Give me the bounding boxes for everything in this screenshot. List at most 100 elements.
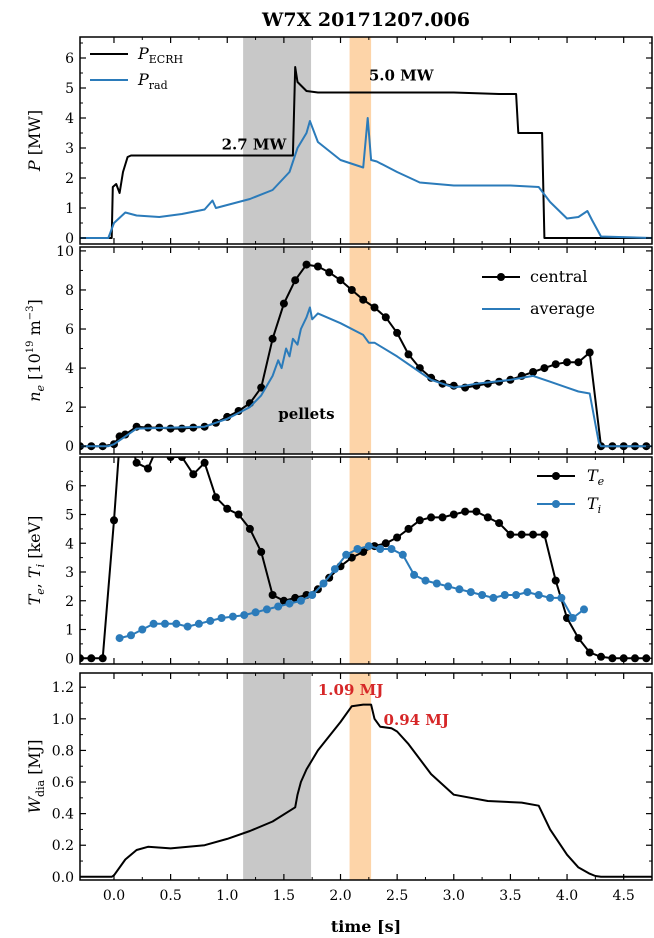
- data-point: [177, 457, 186, 461]
- data-point: [540, 364, 549, 373]
- axes-frame: [79, 672, 653, 881]
- y-axis-label: ne [1019 m−3]: [25, 299, 47, 402]
- data-point: [483, 513, 492, 522]
- annotation: 5.0 MW: [369, 67, 435, 85]
- y-tick-label: 6: [65, 479, 74, 495]
- data-point: [376, 545, 385, 553]
- y-tick-label: 0: [65, 439, 74, 455]
- data-point: [138, 625, 147, 634]
- data-point: [262, 605, 271, 614]
- figure-title: W7X 20171207.006: [261, 9, 470, 31]
- data-point: [421, 576, 430, 585]
- data-point: [211, 493, 220, 502]
- data-point: [302, 260, 311, 269]
- data-point: [308, 591, 317, 599]
- data-point: [631, 654, 639, 663]
- data-point: [257, 383, 266, 392]
- y-tick-label: 2: [65, 171, 74, 187]
- data-point: [449, 510, 458, 519]
- data-point: [438, 513, 447, 522]
- data-point: [177, 424, 186, 433]
- data-point: [274, 602, 283, 611]
- data-point: [444, 582, 453, 591]
- y-tick-label: 3: [65, 565, 74, 581]
- data-point: [432, 579, 441, 588]
- data-point: [313, 262, 322, 271]
- y-tick-label: 10: [56, 244, 74, 260]
- data-point: [398, 550, 407, 559]
- data-point: [387, 545, 396, 553]
- x-axis-label: time [s]: [331, 917, 401, 936]
- panel-energy: 0.0 0.2 0.4 0.6 0.8 1.0 1.2 0.0 0.5 1.0 1.5 2.0 2.5 3…: [25, 672, 653, 904]
- data-point: [336, 276, 345, 285]
- data-point: [529, 530, 538, 539]
- data-point: [325, 268, 334, 277]
- data-point: [110, 516, 118, 525]
- data-point: [472, 507, 481, 516]
- panel-temperature: 0 1 2 3 4 5 6 Te, Ti [keV] Te Ti: [25, 456, 653, 667]
- x-tick-label: 1.5: [273, 888, 295, 904]
- data-point: [144, 464, 152, 473]
- peak-band: [349, 247, 372, 454]
- y-axis-label: Wdia [MJ]: [25, 740, 47, 814]
- x-tick-label: 4.5: [613, 888, 635, 904]
- y-tick-label: 5: [65, 508, 74, 524]
- y-tick-label: 4: [65, 361, 74, 377]
- data-point: [161, 619, 169, 628]
- data-point: [291, 276, 300, 285]
- data-point: [319, 579, 328, 588]
- series-line-t-e: [80, 457, 647, 660]
- y-tick-label: 3: [65, 141, 74, 157]
- data-point: [580, 605, 588, 614]
- data-point: [381, 313, 390, 322]
- data-point: [285, 599, 294, 608]
- data-point: [568, 614, 577, 622]
- data-point: [393, 533, 402, 542]
- y-axis-label: P [MW]: [25, 110, 44, 172]
- data-point: [359, 295, 368, 304]
- data-point: [347, 286, 356, 294]
- series-line-average: [80, 306, 652, 448]
- data-point: [546, 593, 555, 602]
- data-point: [251, 608, 260, 617]
- series-line-p-ecrh: [80, 66, 652, 239]
- x-tick-label: 0.5: [159, 888, 181, 904]
- legend-label: average: [530, 299, 595, 318]
- legend-label: Prad: [137, 70, 168, 92]
- data-point: [557, 593, 566, 602]
- y-tick-label: 4: [65, 111, 74, 127]
- pellet-band: [243, 673, 312, 880]
- data-point: [551, 360, 560, 369]
- data-point: [500, 591, 509, 599]
- y-tick-label: 6: [65, 51, 74, 67]
- data-point: [132, 458, 141, 467]
- y-tick-label: 6: [65, 322, 74, 338]
- data-point: [240, 611, 249, 620]
- axes-frame: [79, 456, 653, 665]
- data-point: [404, 350, 413, 359]
- peak-band: [349, 37, 372, 244]
- data-point: [228, 612, 237, 621]
- data-point: [342, 550, 351, 559]
- y-tick-label: 1.0: [52, 712, 74, 728]
- data-point: [127, 631, 135, 640]
- y-tick-label: 1: [65, 623, 74, 639]
- y-tick-label: 5: [65, 81, 74, 97]
- data-point: [506, 530, 515, 539]
- data-point: [410, 570, 419, 579]
- legend-label: Ti: [587, 494, 601, 516]
- y-tick-label: 2: [65, 400, 74, 416]
- data-point: [268, 591, 277, 599]
- data-point: [574, 634, 583, 643]
- data-point: [149, 619, 158, 628]
- panel-density: 0 2 4 6 8 10 ne [1019 m−3] pellets central averag…: [25, 244, 653, 455]
- x-tick-label: 2.0: [329, 888, 351, 904]
- y-tick-label: 0.6: [52, 775, 74, 791]
- data-point: [115, 634, 124, 643]
- y-tick-label: 1.2: [52, 680, 74, 696]
- y-tick-label: 0: [65, 651, 74, 667]
- x-tick-label: 1.0: [216, 888, 238, 904]
- data-point: [370, 303, 379, 312]
- data-point: [353, 545, 362, 553]
- y-tick-label: 0.0: [52, 870, 74, 886]
